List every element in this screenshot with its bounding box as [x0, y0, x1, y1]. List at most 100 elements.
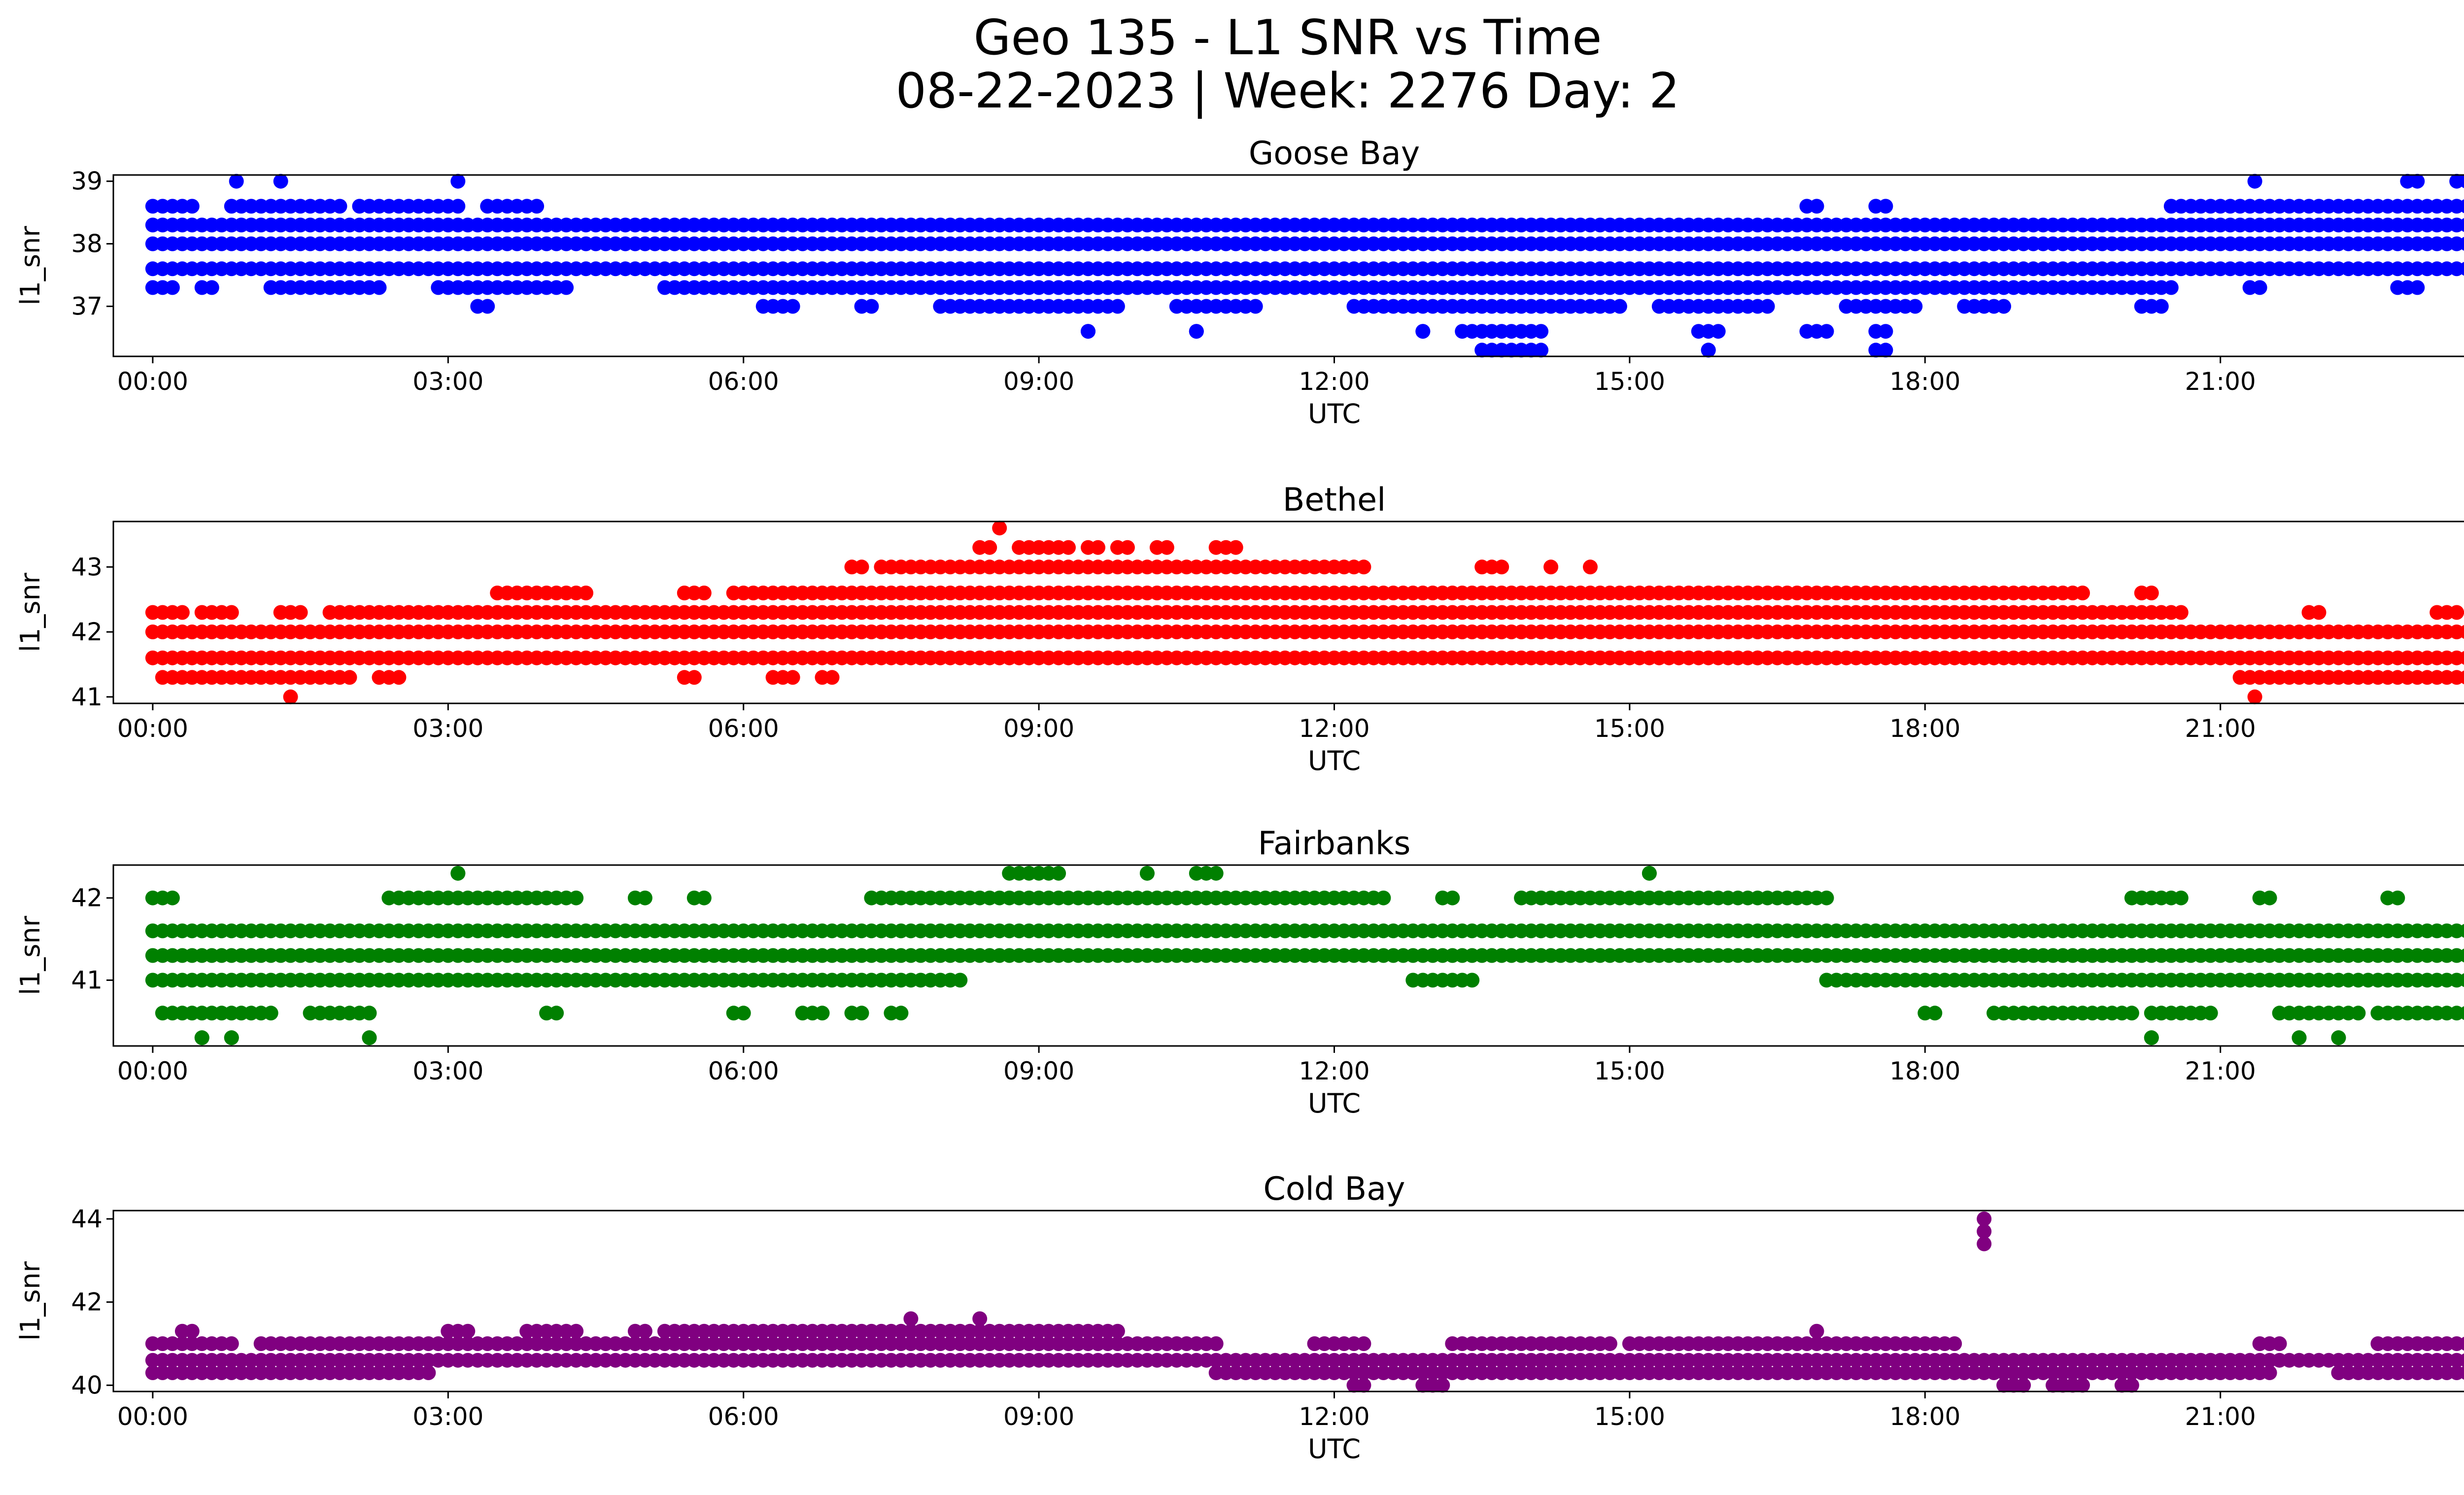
data-point — [1534, 343, 1549, 358]
data-point — [1208, 866, 1224, 881]
data-point — [1642, 866, 1657, 881]
data-point — [1947, 1336, 1962, 1351]
data-point — [1711, 324, 1726, 339]
data-points — [145, 174, 2464, 358]
data-point — [165, 280, 180, 295]
data-point — [2459, 670, 2464, 685]
data-point — [2144, 1030, 2159, 1045]
x-tick-label: 03:00 — [412, 714, 483, 743]
y-tick-label: 39 — [71, 167, 103, 196]
x-tick-label: 00:00 — [117, 367, 188, 396]
data-point — [2459, 651, 2464, 665]
chart-panel-3: Fairbanks 00:00 03:00 06:00 09:00 12:00 15:00 1… — [15, 825, 2464, 1119]
data-point — [1927, 1006, 1943, 1021]
y-axis-label: l1_snr — [15, 1261, 46, 1341]
data-point — [1061, 540, 1076, 555]
data-point — [1494, 559, 1509, 575]
data-point — [174, 605, 190, 620]
data-point — [2173, 605, 2189, 620]
data-point — [2262, 890, 2277, 905]
data-point — [854, 1006, 869, 1021]
x-tick-label: 06:00 — [708, 1057, 779, 1085]
data-point — [1977, 1224, 1992, 1239]
data-point — [1455, 650, 1470, 665]
data-point — [224, 605, 239, 620]
chart-panel-1: Goose Bay 00:00 03:00 06:00 09:00 12:00 15:00 1… — [15, 135, 2464, 429]
data-point — [1809, 199, 1824, 214]
data-point — [1760, 299, 1775, 314]
data-point — [1809, 1323, 1824, 1339]
data-point — [1110, 1323, 1125, 1339]
data-point — [332, 199, 347, 214]
data-point — [1465, 973, 1480, 988]
y-tick-label: 38 — [71, 230, 103, 258]
x-tick-label: 12:00 — [1299, 1402, 1369, 1431]
data-point — [1356, 1336, 1371, 1351]
data-point — [2075, 1378, 2090, 1393]
data-point — [229, 174, 244, 189]
data-point — [1534, 324, 1549, 339]
data-point — [1819, 324, 1834, 339]
y-axis-label: l1_snr — [15, 915, 46, 995]
y-tick-label: 40 — [71, 1371, 103, 1399]
data-point — [2459, 1365, 2464, 1380]
data-point — [2459, 1336, 2464, 1351]
data-point — [2292, 1030, 2307, 1045]
data-point — [1248, 299, 1263, 314]
data-point — [2459, 1353, 2464, 1367]
data-point — [2331, 1030, 2346, 1045]
data-point — [2311, 605, 2327, 620]
data-point — [2075, 586, 2090, 600]
data-point — [569, 890, 584, 905]
data-point — [2144, 586, 2159, 600]
data-points — [145, 866, 2464, 1045]
x-tick-label: 03:00 — [412, 1057, 483, 1085]
data-point — [864, 299, 879, 314]
data-point — [1878, 343, 1893, 358]
data-point — [549, 1006, 564, 1021]
data-point — [953, 973, 968, 988]
data-point — [391, 670, 407, 685]
data-point — [1189, 324, 1204, 339]
data-point — [2459, 924, 2464, 938]
panel-title: Cold Bay — [1263, 1171, 1405, 1208]
data-point — [480, 299, 495, 314]
data-point — [824, 670, 840, 685]
y-tick-label: 42 — [71, 884, 103, 912]
data-point — [1208, 1336, 1224, 1351]
data-point — [903, 1311, 919, 1326]
y-tick-label: 44 — [71, 1205, 103, 1233]
panel-title: Bethel — [1283, 482, 1386, 519]
x-tick-label: 15:00 — [1594, 1057, 1665, 1085]
data-point — [1543, 559, 1559, 575]
y-axis-label: l1_snr — [15, 226, 46, 306]
data-point — [2016, 1378, 2031, 1393]
x-tick-label: 21:00 — [2185, 1402, 2256, 1431]
x-tick-label: 06:00 — [708, 367, 779, 396]
data-point — [362, 1006, 377, 1021]
x-axis-label: UTC — [1308, 745, 1361, 776]
data-point — [2351, 1006, 2366, 1021]
data-point — [637, 1323, 652, 1339]
data-point — [342, 670, 357, 685]
data-point — [450, 174, 466, 189]
data-point — [1415, 324, 1431, 339]
data-point — [372, 280, 387, 295]
data-point — [1356, 1378, 1371, 1393]
x-tick-label: 15:00 — [1594, 1402, 1665, 1431]
data-point — [165, 890, 180, 905]
x-tick-label: 09:00 — [1003, 367, 1074, 396]
data-point — [2459, 218, 2464, 232]
data-point — [972, 1311, 988, 1326]
x-tick-label: 18:00 — [1889, 714, 1960, 743]
x-tick-label: 18:00 — [1889, 1402, 1960, 1431]
y-tick-label: 43 — [71, 553, 103, 581]
data-point — [283, 689, 298, 704]
data-points — [145, 1211, 2464, 1393]
data-point — [2124, 1006, 2139, 1021]
data-points — [145, 521, 2464, 704]
data-point — [2449, 605, 2464, 620]
x-tick-label: 03:00 — [412, 1402, 483, 1431]
x-tick-label: 15:00 — [1594, 714, 1665, 743]
